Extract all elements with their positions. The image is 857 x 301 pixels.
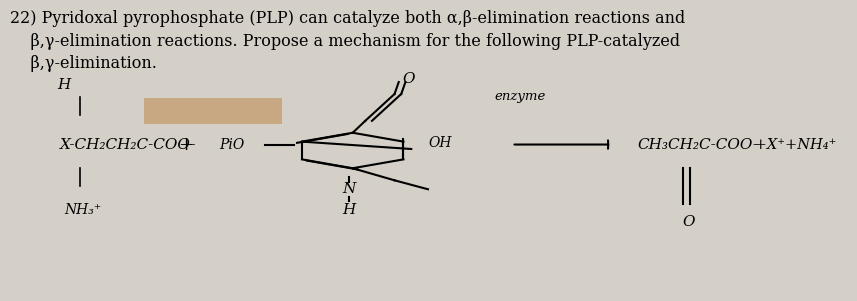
Text: +X⁺+NH₄⁺: +X⁺+NH₄⁺ <box>750 138 836 151</box>
Text: X-CH₂CH₂C-COO-: X-CH₂CH₂C-COO- <box>60 138 196 151</box>
Text: PiO: PiO <box>219 138 244 151</box>
Text: O: O <box>683 215 695 229</box>
Text: O: O <box>403 72 415 86</box>
Text: CH₃CH₂C-COO-: CH₃CH₂C-COO- <box>637 138 758 151</box>
Text: N: N <box>342 182 355 196</box>
FancyBboxPatch shape <box>144 98 282 124</box>
Text: OH: OH <box>428 136 452 150</box>
Text: H: H <box>342 203 355 217</box>
Text: enzyme: enzyme <box>494 90 546 103</box>
Text: H: H <box>57 78 71 92</box>
Text: +: + <box>178 135 193 154</box>
Text: NH₃⁺: NH₃⁺ <box>64 203 101 217</box>
Text: 22) Pyridoxal pyrophosphate (PLP) can catalyze both α,β-elimination reactions an: 22) Pyridoxal pyrophosphate (PLP) can ca… <box>9 10 685 72</box>
